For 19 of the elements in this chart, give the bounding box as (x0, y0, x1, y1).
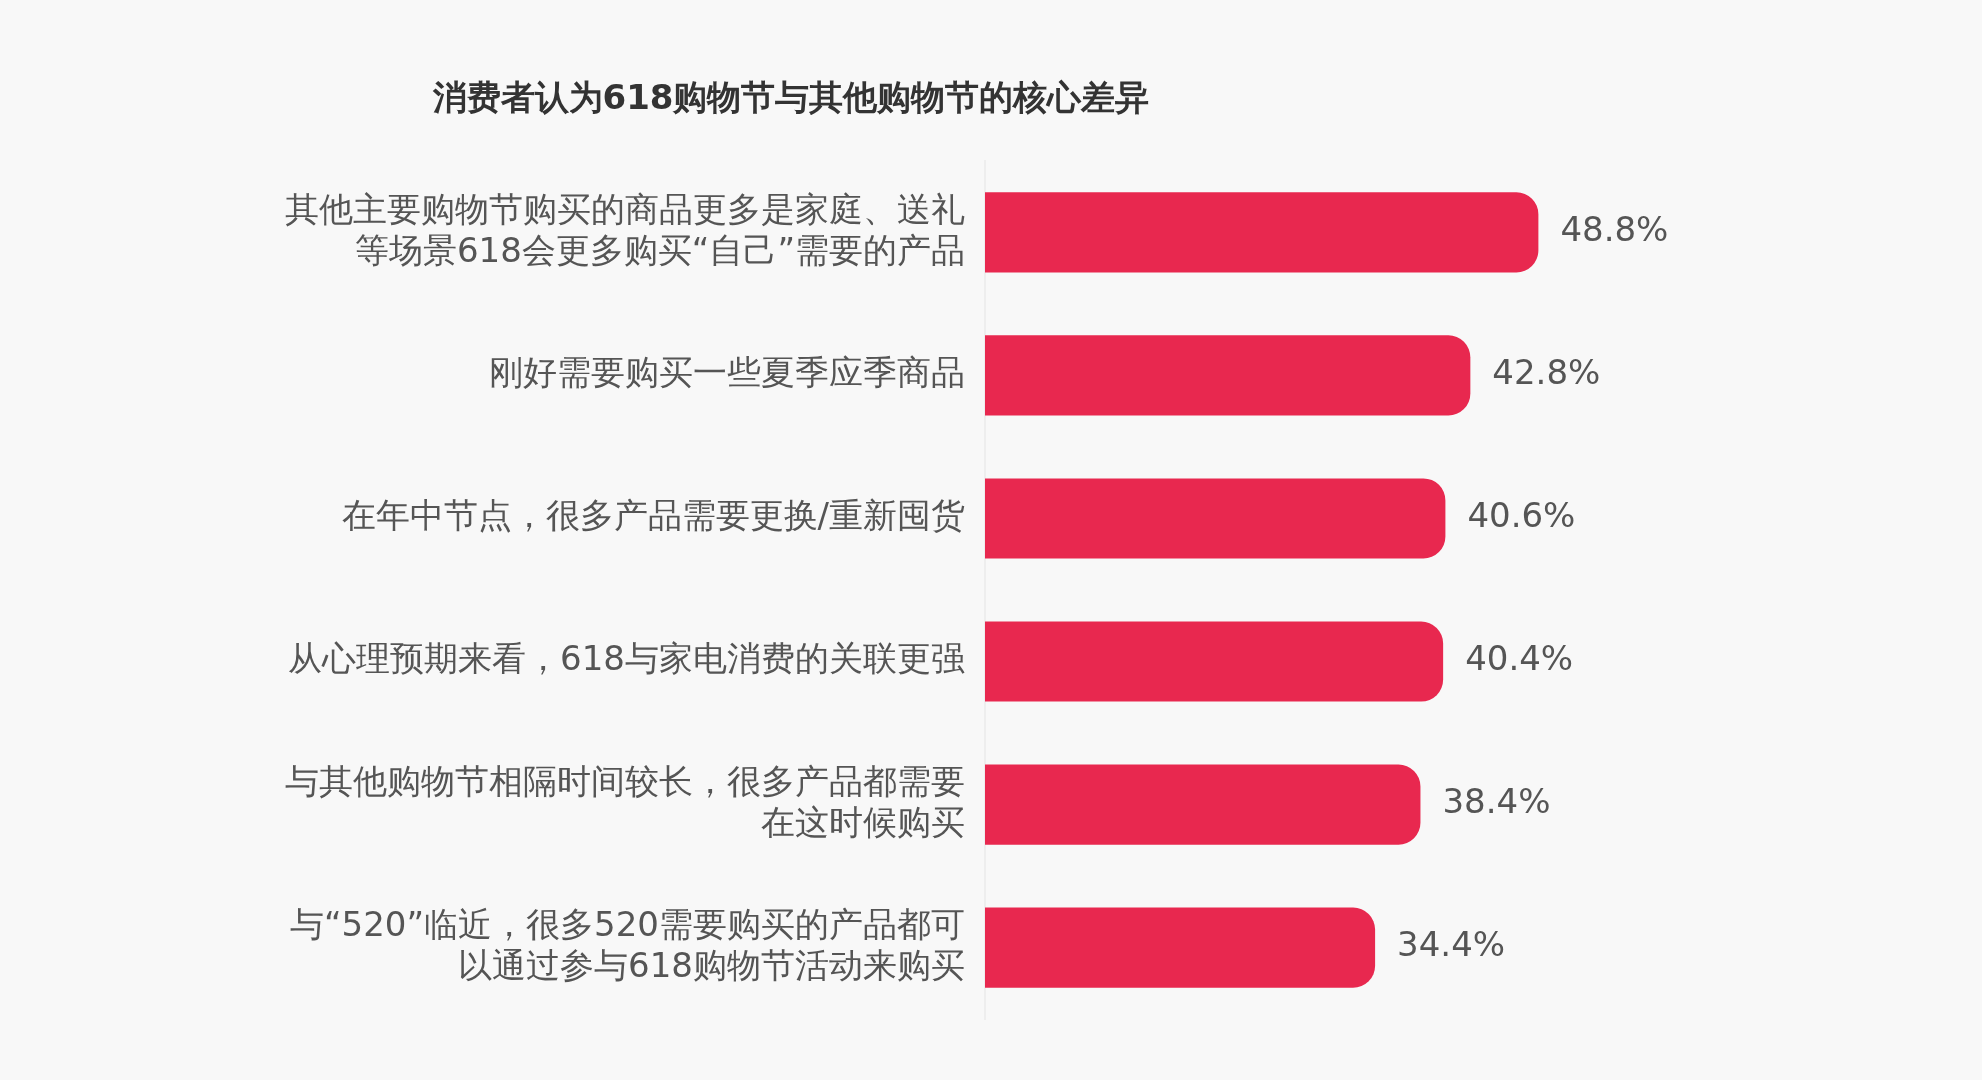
y-tick-label: 在年中节点，很多产品需要更换/重新囤货 (341, 495, 965, 536)
data-label: 42.8% (1492, 352, 1601, 393)
bar (985, 192, 1539, 273)
bar (985, 478, 1446, 559)
data-label: 40.4% (1465, 638, 1574, 679)
data-label: 38.4% (1442, 781, 1551, 822)
bar (985, 335, 1471, 416)
data-label: 48.8% (1560, 209, 1669, 250)
chart-title: 消费者认为618购物节与其他购物节的核心差异 (431, 77, 1150, 118)
y-tick-label: 其他主要购物节购买的商品更多是家庭、送礼等场景618会更多购买“自己”需要的产品 (285, 188, 965, 270)
bar (985, 621, 1444, 702)
y-tick-label: 与“520”临近，很多520需要购买的产品都可以通过参与618购物节活动来购买 (289, 904, 965, 985)
y-tick-label: 刚好需要购买一些夏季应季商品 (489, 352, 965, 393)
y-tick-label: 与其他购物节相隔时间较长，很多产品都需要在这时候购买 (285, 761, 965, 842)
data-label: 40.6% (1467, 495, 1576, 536)
data-label: 34.4% (1397, 924, 1506, 965)
bar (985, 764, 1421, 845)
y-tick-label: 从心理预期来看，618与家电消费的关联更强 (288, 638, 965, 679)
bar (985, 907, 1376, 988)
